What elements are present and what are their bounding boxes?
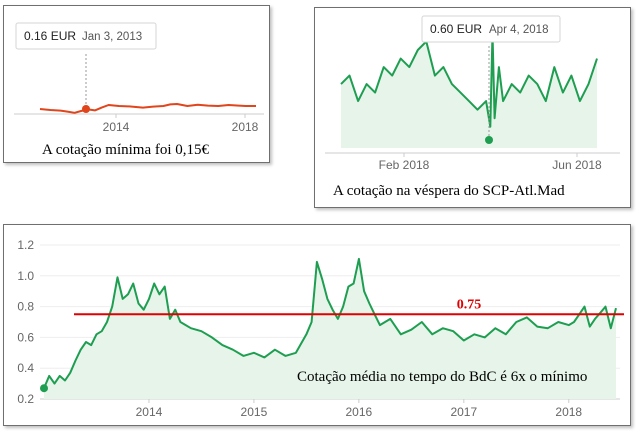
series-line <box>43 257 617 389</box>
chart-panel-average: 1.2 1.0 0.8 0.6 0.4 0.2 2014 2015 2016 2017 2018 … <box>3 224 631 426</box>
x-tick-label: 2018 <box>555 405 582 419</box>
tooltip-value: 0.16 EUR <box>24 29 76 43</box>
x-tick-label: 2014 <box>103 120 130 134</box>
x-tick-label: 2017 <box>450 405 477 419</box>
x-tick-label: 2016 <box>346 405 373 419</box>
chart-svg-average: 1.21.00.80.60.40.2 2014 2015 2016 2017 2018 … <box>17 238 624 419</box>
tooltip-box <box>15 22 157 50</box>
tooltip-box <box>421 15 561 43</box>
minimum-point-marker[interactable] <box>82 105 90 113</box>
y-tick-label: 1.2 <box>17 238 34 252</box>
x-tick-label: 2018 <box>232 120 259 134</box>
gridlines <box>325 152 620 157</box>
tooltip-value: 0.60 EUR <box>430 22 482 36</box>
y-axis-ticks: 1.2 1.0 0.8 0.6 0.4 0.2 <box>17 238 34 406</box>
series-line <box>39 103 256 114</box>
series-line-path <box>43 257 617 389</box>
x-tick-label: Feb 2018 <box>379 158 430 172</box>
y-tick-label: 0.8 <box>17 300 34 314</box>
caption: A cotação na véspera do SCP-Atl.Mad <box>333 183 565 199</box>
x-tick-label: Jun 2018 <box>552 158 602 172</box>
caption: Cotação média no tempo do BdC é 6x o mín… <box>297 369 587 385</box>
caption: A cotação mínima foi 0,15€ <box>42 142 210 158</box>
series-line-path <box>340 32 598 128</box>
x-tick-label: 2014 <box>136 405 163 419</box>
chart-svg-minimum: 0.16 EUR Jan 3, 2013 2014 2018 A cotação… <box>14 22 264 158</box>
eve-point-marker[interactable] <box>485 136 493 144</box>
series-area-fill <box>44 258 616 399</box>
tooltip: 0.60 EUR Apr 4, 2018 <box>421 15 561 43</box>
series-area-fill <box>341 33 597 148</box>
start-point-marker[interactable] <box>40 384 48 393</box>
average-reference-line: 0.75 <box>74 297 624 316</box>
chart-panel-minimum: 0.16 EUR Jan 3, 2013 2014 2018 A cotação… <box>3 5 270 163</box>
x-axis-ticks: 2014 2015 2016 2017 2018 <box>136 399 582 419</box>
series-line <box>340 32 598 128</box>
y-tick-label: 0.2 <box>17 392 34 406</box>
tooltip: 0.16 EUR Jan 3, 2013 <box>15 22 157 50</box>
series-area <box>44 258 616 399</box>
series-area <box>341 33 597 148</box>
tooltip-date: Apr 4, 2018 <box>489 24 548 36</box>
tooltip-date: Jan 3, 2013 <box>82 31 142 43</box>
chart-panel-eve: 0.60 EUR Apr 4, 2018 Feb 2018 Jun 2018 A… <box>314 7 631 208</box>
y-tick-label: 0.6 <box>17 330 34 344</box>
chart-svg-eve: 0.60 EUR Apr 4, 2018 Feb 2018 Jun 2018 A… <box>325 15 620 199</box>
reference-line-label: 0.75 <box>457 297 482 312</box>
gridlines <box>14 113 264 118</box>
series-line-path <box>39 103 256 114</box>
y-tick-label: 1.0 <box>17 269 34 283</box>
y-tick-label: 0.4 <box>17 361 34 375</box>
x-tick-label: 2015 <box>241 405 268 419</box>
